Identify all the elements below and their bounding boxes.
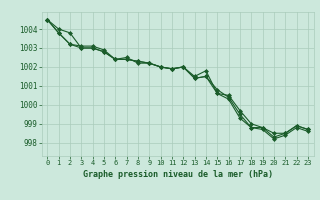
X-axis label: Graphe pression niveau de la mer (hPa): Graphe pression niveau de la mer (hPa)	[83, 170, 273, 179]
